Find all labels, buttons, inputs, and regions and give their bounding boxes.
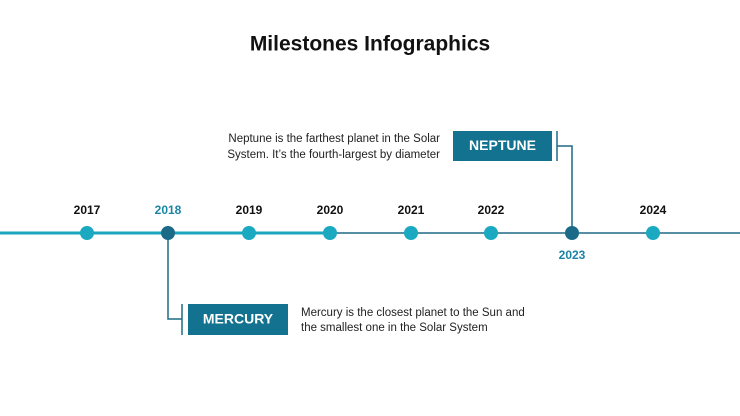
milestone-box bbox=[188, 304, 288, 335]
timeline-dot bbox=[484, 226, 498, 240]
year-label: 2019 bbox=[236, 203, 263, 217]
timeline-dot bbox=[242, 226, 256, 240]
milestone-description: Neptune is the farthest planet in the So… bbox=[228, 133, 440, 145]
year-label: 2021 bbox=[398, 203, 425, 217]
milestone-description: Mercury is the closest planet to the Sun… bbox=[301, 307, 525, 319]
connector bbox=[557, 145, 573, 233]
timeline-dot bbox=[80, 226, 94, 240]
milestone-box bbox=[453, 131, 552, 161]
year-label: 2023 bbox=[559, 248, 586, 262]
year-label: 2024 bbox=[640, 203, 667, 217]
year-label: 2018 bbox=[155, 203, 182, 217]
connector bbox=[167, 233, 182, 320]
timeline-dot bbox=[646, 226, 660, 240]
title: Milestones Infographics bbox=[250, 33, 490, 56]
milestone-label: NEPTUNE bbox=[469, 137, 536, 153]
timeline-dot bbox=[565, 226, 579, 240]
year-label: 2022 bbox=[478, 203, 505, 217]
year-label: 2020 bbox=[317, 203, 344, 217]
timeline-dot bbox=[404, 226, 418, 240]
year-label: 2017 bbox=[74, 203, 101, 217]
timeline-dot bbox=[161, 226, 175, 240]
milestone-description: System. It’s the fourth-largest by diame… bbox=[227, 149, 440, 161]
milestone-label: MERCURY bbox=[203, 311, 274, 327]
milestone-description: the smallest one in the Solar System bbox=[301, 322, 488, 334]
timeline-dot bbox=[323, 226, 337, 240]
